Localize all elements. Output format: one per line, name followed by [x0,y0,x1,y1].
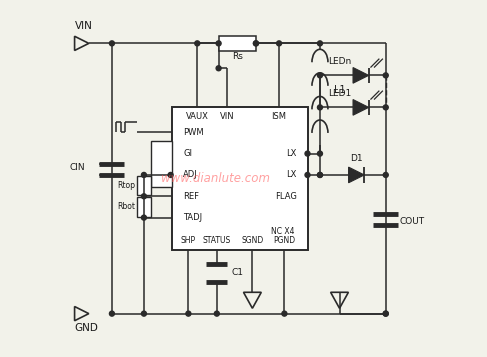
Circle shape [318,172,322,177]
Text: SHP: SHP [181,236,196,245]
Circle shape [318,172,322,177]
Text: NC X4: NC X4 [271,227,294,236]
Text: LX: LX [286,149,297,158]
Polygon shape [349,167,364,183]
Circle shape [141,172,147,177]
Circle shape [318,151,322,156]
Text: Rbot: Rbot [117,202,135,211]
Text: TADJ: TADJ [183,213,202,222]
Circle shape [383,311,388,316]
Text: VIN: VIN [75,21,93,31]
Bar [137,197,151,217]
Text: D1: D1 [350,155,363,164]
Text: STATUS: STATUS [203,236,231,245]
Text: CIN: CIN [70,164,85,172]
Polygon shape [353,67,369,83]
Text: LED1: LED1 [328,89,351,98]
Circle shape [110,41,114,46]
Bar [219,36,256,51]
Text: VIN: VIN [220,112,235,121]
Text: LX: LX [286,170,297,180]
Text: LEDn: LEDn [328,57,351,66]
Circle shape [168,172,173,177]
Circle shape [277,41,281,46]
Circle shape [383,172,388,177]
Bar [151,141,172,187]
Text: COUT: COUT [400,217,425,226]
Circle shape [216,41,221,46]
Text: GND: GND [75,323,98,333]
Circle shape [253,41,259,46]
Text: C1: C1 [231,268,243,277]
Text: SGND: SGND [241,236,263,245]
Bar [137,176,151,195]
Text: REF: REF [183,192,199,201]
Text: PGND: PGND [273,236,296,245]
Text: ISM: ISM [272,112,286,121]
Text: L1: L1 [334,85,346,95]
Text: VAUX: VAUX [186,112,209,121]
Text: Rtop: Rtop [117,181,135,190]
Text: GI: GI [183,149,192,158]
Circle shape [141,215,147,220]
Circle shape [383,105,388,110]
Text: FLAG: FLAG [275,192,297,201]
Bar [172,107,307,250]
Circle shape [282,311,287,316]
Text: ADJ: ADJ [183,170,198,180]
Circle shape [216,66,221,71]
Circle shape [186,311,191,316]
Circle shape [383,311,388,316]
Circle shape [110,311,114,316]
Text: PWM: PWM [183,128,204,137]
Circle shape [383,73,388,78]
Circle shape [253,41,259,46]
Circle shape [214,311,219,316]
Circle shape [141,194,147,199]
Circle shape [318,41,322,46]
Text: Rs: Rs [232,52,243,61]
Circle shape [305,172,310,177]
Circle shape [318,105,322,110]
Circle shape [305,151,310,156]
Circle shape [195,41,200,46]
Polygon shape [353,100,369,115]
Circle shape [141,311,147,316]
Text: www.dianlute.com: www.dianlute.com [161,172,269,185]
Circle shape [318,73,322,78]
